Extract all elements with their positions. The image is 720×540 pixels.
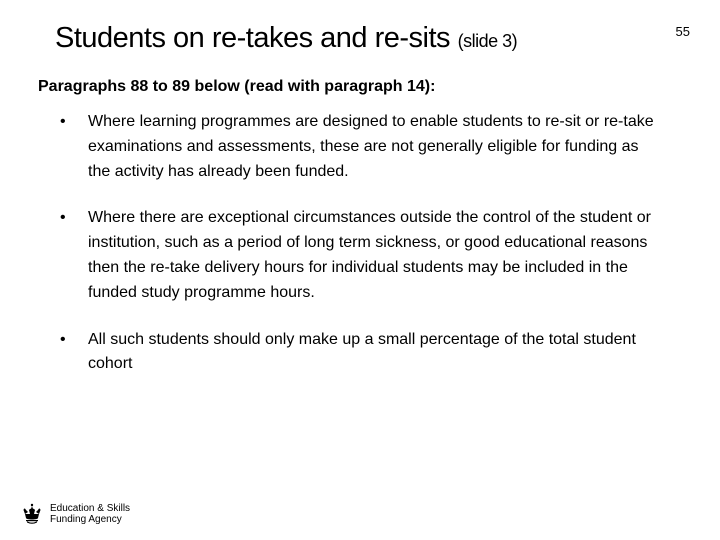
title-sub: (slide 3) [458, 31, 518, 51]
logo-text: Education & Skills Funding Agency [50, 503, 130, 526]
list-item: • Where learning programmes are designed… [60, 110, 660, 184]
list-item: • All such students should only make up … [60, 328, 660, 378]
list-item: • Where there are exceptional circumstan… [60, 206, 660, 305]
logo-line-1: Education & Skills [50, 503, 130, 515]
page-number: 55 [676, 24, 690, 39]
logo-line-2: Funding Agency [50, 514, 130, 526]
agency-logo: Education & Skills Funding Agency [20, 502, 130, 526]
subtitle: Paragraphs 88 to 89 below (read with par… [38, 78, 435, 96]
bullet-dot: • [60, 328, 88, 378]
bullet-text: All such students should only make up a … [88, 328, 660, 378]
bullet-list: • Where learning programmes are designed… [60, 110, 660, 399]
bullet-text: Where there are exceptional circumstance… [88, 206, 660, 305]
bullet-dot: • [60, 206, 88, 305]
slide-title: Students on re-takes and re-sits (slide … [55, 22, 517, 55]
bullet-text: Where learning programmes are designed t… [88, 110, 660, 184]
slide: 55 Students on re-takes and re-sits (sli… [0, 0, 720, 540]
bullet-dot: • [60, 110, 88, 184]
crown-icon [20, 502, 44, 526]
title-main: Students on re-takes and re-sits [55, 22, 458, 54]
